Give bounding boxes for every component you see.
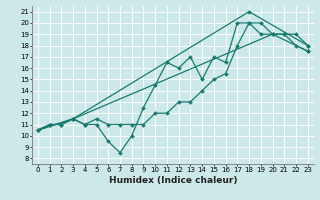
- X-axis label: Humidex (Indice chaleur): Humidex (Indice chaleur): [108, 176, 237, 185]
